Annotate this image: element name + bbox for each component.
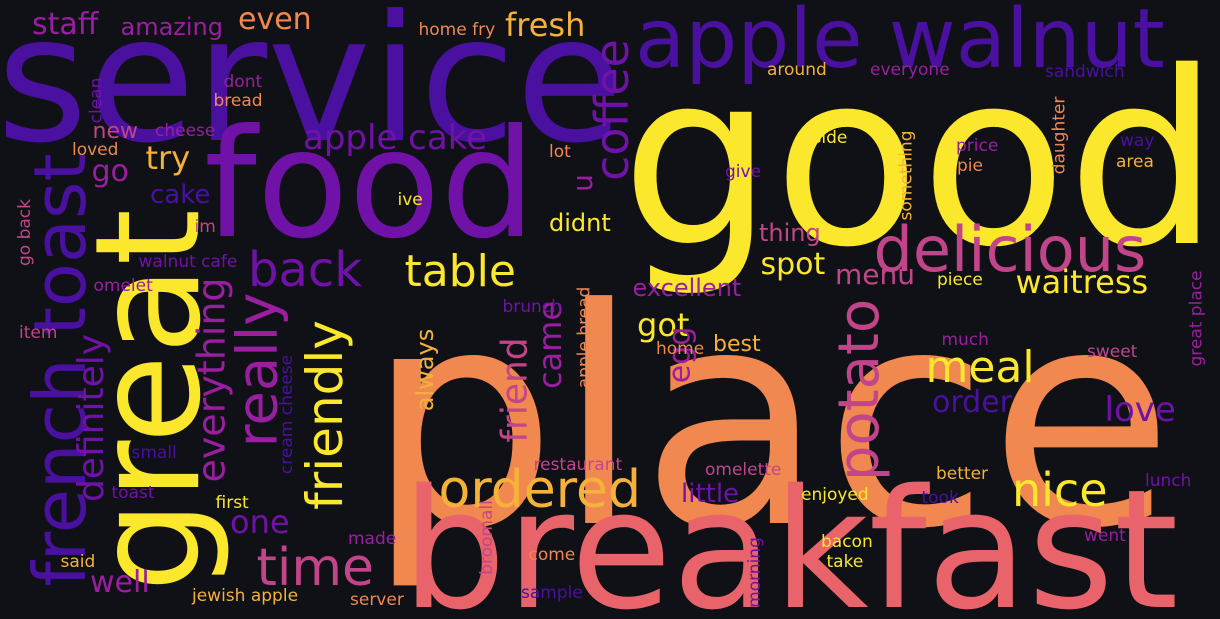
word-brunch: brunch	[502, 296, 562, 317]
word-jewish-apple: jewish apple	[192, 585, 299, 606]
word-waitress: waitress	[1015, 263, 1149, 301]
word-sample: sample	[521, 582, 583, 603]
word-got: got	[637, 306, 690, 344]
word-didnt: didnt	[549, 209, 611, 237]
word-table: table	[404, 246, 516, 297]
word-bread: bread	[213, 90, 263, 111]
word-everyone: everyone	[870, 59, 950, 80]
word-well: well	[90, 565, 150, 600]
word-even: even	[238, 2, 312, 37]
word-excellent: excellent	[632, 274, 742, 302]
word-staff: staff	[32, 7, 99, 42]
word-always: always	[411, 328, 440, 412]
word-clean: clean	[86, 77, 107, 123]
word-bacon: bacon	[821, 531, 873, 552]
word-meal: meal	[925, 342, 1035, 393]
word-cream-cheese: cream cheese	[276, 354, 297, 474]
word-made: made	[348, 528, 397, 549]
word-small: small	[131, 442, 177, 463]
word-cake: cake	[150, 180, 211, 210]
word-friend: friend	[494, 337, 536, 443]
word-omelet: omelet	[93, 275, 153, 296]
word-area: area	[1116, 151, 1154, 172]
word-apple-walnut: apple walnut	[635, 0, 1165, 87]
word-new: new	[92, 119, 138, 144]
word-back: back	[248, 242, 363, 298]
word-fresh: fresh	[505, 6, 586, 44]
word-sandwich: sandwich	[1045, 61, 1125, 82]
word-cheese: cheese	[155, 120, 216, 141]
word-morning: morning	[744, 536, 765, 608]
word-everything: everything	[189, 277, 234, 483]
word-apple-cake: apple cake	[303, 118, 488, 158]
word-best: best	[713, 332, 761, 357]
word-delicious: delicious	[873, 213, 1147, 286]
word-great-place: great place	[1186, 269, 1207, 367]
word-take: take	[826, 551, 864, 572]
word-restaurant: restaurant	[533, 454, 623, 475]
word-friendly: friendly	[295, 320, 354, 510]
word-definitely: definitely	[71, 333, 113, 503]
word-spot: spot	[760, 247, 826, 282]
word-omelette: omelette	[705, 459, 782, 480]
word-nice: nice	[1012, 463, 1108, 517]
word-time: time	[256, 538, 374, 598]
word-first: first	[215, 492, 249, 513]
word-apple-bread: apple bread	[574, 286, 595, 388]
word-love: love	[1104, 390, 1176, 430]
word-thing: thing	[759, 219, 821, 247]
word-item: item	[19, 322, 58, 343]
word-lot: lot	[549, 141, 571, 162]
word-around: around	[767, 59, 827, 80]
word-place: place	[366, 245, 1174, 594]
word-order: order	[932, 385, 1012, 420]
word-said: said	[60, 551, 96, 572]
word-coffee: coffee	[584, 39, 639, 181]
word-something: something	[896, 129, 917, 221]
word-enjoyed: enjoyed	[801, 484, 869, 505]
word-one: one	[230, 503, 290, 541]
word-u: u	[565, 174, 599, 192]
word-go-back: go back	[14, 198, 35, 266]
word-little: little	[681, 479, 740, 509]
word-server: server	[350, 589, 404, 610]
word-way: way	[1120, 130, 1155, 151]
word-try: try	[145, 139, 191, 177]
word-give: give	[725, 161, 762, 182]
word-walnut-cafe: walnut cafe	[138, 251, 238, 272]
word-dont: dont	[223, 71, 263, 92]
word-home: home	[656, 338, 705, 359]
word-side: side	[812, 127, 848, 148]
word-ordered: ordered	[438, 460, 642, 520]
word-come: come	[528, 544, 576, 565]
word-toast: toast	[111, 482, 155, 503]
word-home-fry: home fry	[418, 19, 496, 40]
word-sweet: sweet	[1087, 341, 1138, 362]
word-menu: menu	[835, 258, 915, 291]
word-food: food	[204, 98, 536, 272]
word-ive: ive	[397, 189, 423, 210]
word-better: better	[936, 463, 989, 484]
word-service: service	[0, 0, 624, 182]
word-went: went	[1084, 525, 1126, 546]
word-daughter: daughter	[1049, 96, 1070, 174]
word-amazing: amazing	[120, 13, 224, 41]
word-loved: loved	[72, 139, 119, 160]
word-lunch: lunch	[1145, 470, 1192, 491]
word-breakfast: breakfast	[401, 453, 1179, 619]
word-potato: potato	[827, 298, 893, 482]
word-go: go	[91, 154, 129, 189]
word-price: price	[956, 135, 999, 156]
word-much: much	[941, 329, 989, 350]
word-took: took	[921, 487, 959, 508]
word-im: im	[194, 216, 216, 237]
word-good: good	[621, 20, 1220, 300]
word-pie: pie	[957, 155, 983, 176]
word-broomall: broomall	[476, 499, 497, 575]
word-piece: piece	[937, 269, 983, 290]
